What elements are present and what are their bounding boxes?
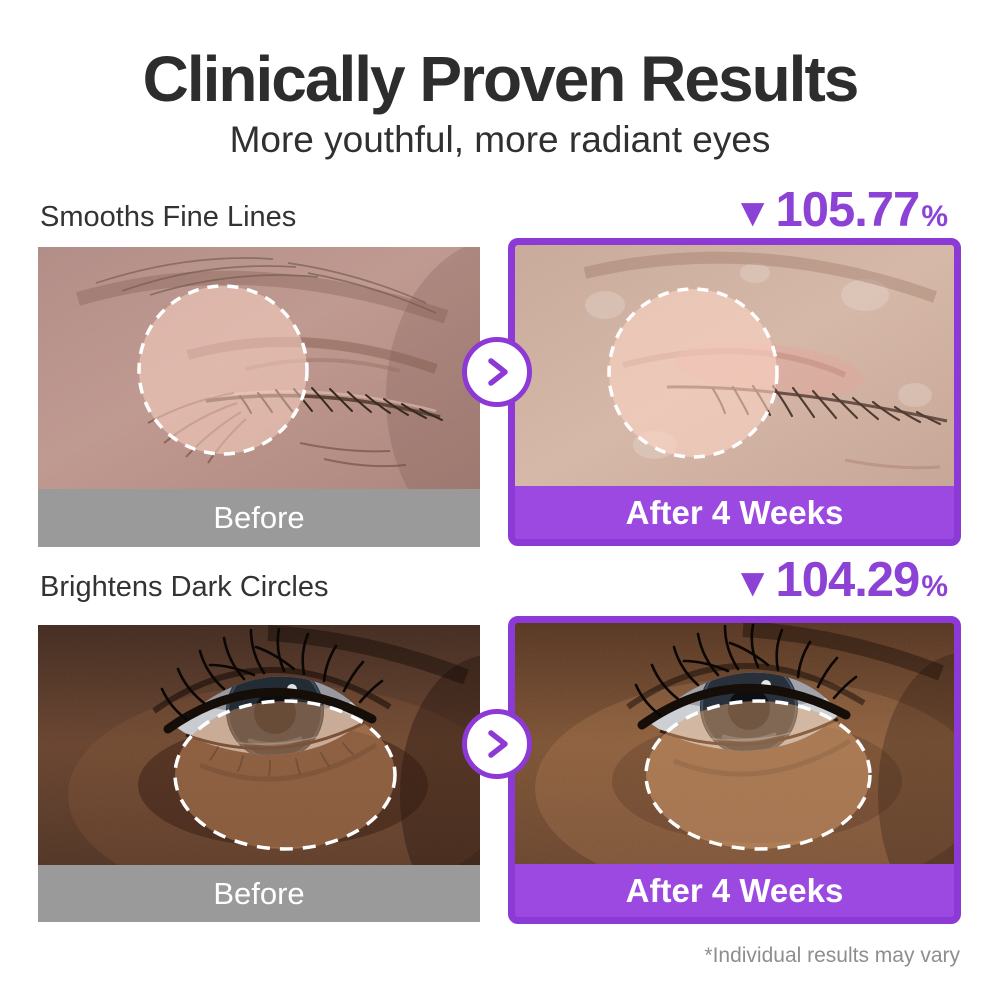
highlight-circle: [607, 287, 779, 459]
chevron-right-icon: [488, 730, 508, 758]
after-panel-fine-lines: After 4 Weeks: [508, 238, 961, 546]
highlight-ellipse: [644, 699, 872, 851]
before-label: Before: [213, 875, 305, 911]
highlight-circle: [137, 284, 309, 456]
page-title: Clinically Proven Results: [142, 43, 860, 115]
before-after-arrow: [462, 709, 532, 779]
after-bar-fine-lines: After 4 Weeks: [515, 486, 954, 539]
before-bar-fine-lines: Before: [38, 489, 480, 547]
before-panel-fine-lines: Before: [38, 247, 480, 547]
eyebrow-strokes: [95, 257, 437, 314]
before-bar-dark-circles: Before: [38, 865, 480, 922]
after-bar-dark-circles: After 4 Weeks: [515, 864, 954, 917]
stat-unit: %: [921, 570, 948, 603]
stat-fine-lines: ▼ 105.77%: [733, 182, 948, 238]
section-label-dark-circles: Brightens Dark Circles: [40, 571, 329, 603]
before-label: Before: [213, 500, 305, 535]
before-after-arrow: [462, 337, 532, 407]
triangle-down-icon: ▼: [732, 191, 773, 235]
stat-unit: %: [921, 200, 948, 233]
stat-dark-circles: ▼ 104.29%: [733, 552, 948, 608]
eyebrow-shadow: [742, 623, 944, 681]
highlight-ellipse: [173, 699, 397, 851]
upper-lash-line: [163, 687, 377, 734]
after-label: After 4 Weeks: [625, 493, 844, 531]
stat-value: 105.77: [775, 183, 920, 237]
after-photo-dark-circles: [515, 623, 954, 864]
triangle-down-icon: ▼: [732, 561, 773, 605]
upper-eyelashes: [634, 623, 858, 717]
after-label: After 4 Weeks: [625, 871, 844, 909]
disclaimer-footnote: *Individual results may vary: [704, 944, 960, 967]
section-label-fine-lines: Smooths Fine Lines: [40, 201, 297, 233]
before-photo-fine-lines: [38, 247, 480, 489]
stat-value: 104.29: [775, 553, 920, 607]
eyebrow-shadow: [267, 625, 469, 685]
after-photo-fine-lines: [515, 245, 954, 486]
chevron-right-icon: [488, 358, 508, 386]
upper-eyelashes: [160, 627, 384, 721]
page-subtitle: More youthful, more radiant eyes: [229, 119, 771, 160]
section-header-fine-lines: Smooths Fine Lines ▼ 105.77%: [40, 183, 948, 238]
after-panel-dark-circles: After 4 Weeks: [508, 616, 961, 924]
before-panel-dark-circles: Before: [38, 625, 480, 922]
eyebrow-shadow: [583, 251, 938, 303]
section-header-dark-circles: Brightens Dark Circles ▼ 104.29%: [40, 553, 948, 608]
upper-lash-line: [637, 683, 851, 730]
before-photo-dark-circles: [38, 625, 480, 865]
